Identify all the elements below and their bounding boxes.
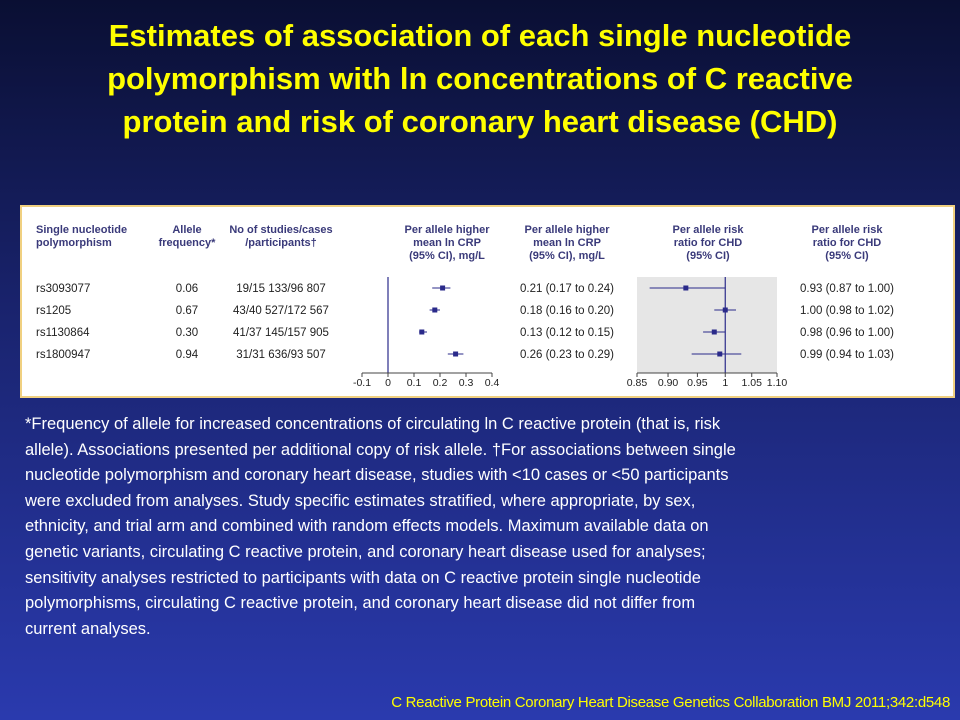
estimate-marker: [453, 351, 459, 357]
column-header-freq: frequency*: [159, 237, 217, 249]
x-tick-label: 0.4: [485, 377, 500, 389]
crp-estimate-text: 0.13 (0.12 to 0.15): [520, 327, 614, 339]
column-header-chd_plot: Per allele risk: [673, 224, 745, 236]
column-header-chd_plot: ratio for CHD: [674, 237, 743, 249]
column-header-chd_text: (95% CI): [825, 250, 869, 262]
x-tick-label: -0.1: [353, 377, 371, 389]
chd-estimate-text: 0.98 (0.96 to 1.00): [800, 327, 894, 339]
footnote-line: polymorphisms, circulating C reactive pr…: [25, 594, 696, 613]
column-header-crp_plot: Per allele higher: [405, 224, 491, 236]
forest-plot-panel: Single nucleotide polymorphism Allele frequ…: [20, 205, 955, 398]
chd-estimate-text: 0.99 (0.94 to 1.03): [800, 349, 894, 361]
x-tick-label: 0: [385, 377, 391, 389]
crp-estimate-text: 0.26 (0.23 to 0.29): [520, 349, 614, 361]
column-header-chd_plot: (95% CI): [686, 250, 730, 262]
x-tick-label: 0.2: [433, 377, 448, 389]
plot-background: [637, 277, 777, 373]
allele-frequency: 0.67: [176, 305, 198, 317]
x-tick-label: 1: [722, 377, 728, 389]
x-tick-label: 0.90: [658, 377, 679, 389]
column-header-crp_plot: (95% CI), mg/L: [409, 250, 485, 262]
allele-frequency: 0.06: [176, 283, 198, 295]
studies-cases: 41/37 145/157 905: [233, 327, 329, 339]
x-tick-label: 1.10: [767, 377, 788, 389]
crp-estimate-text: 0.18 (0.16 to 0.20): [520, 305, 614, 317]
column-header-studies: /participants†: [245, 237, 317, 249]
column-header-snp: Single nucleotide: [36, 224, 127, 236]
crp-estimate-text: 0.21 (0.17 to 0.24): [520, 283, 614, 295]
column-header-crp_text: Per allele higher: [525, 224, 611, 236]
footnote-line: *Frequency of allele for increased conce…: [25, 415, 721, 433]
estimate-marker: [432, 307, 438, 313]
title-line: Estimates of association of each single …: [108, 18, 852, 53]
column-header-crp_plot: mean ln CRP: [413, 237, 481, 249]
x-tick-label: 0.1: [407, 377, 422, 389]
estimate-marker: [683, 285, 689, 291]
x-tick-label: 0.3: [459, 377, 474, 389]
x-tick-label: 0.85: [627, 377, 648, 389]
column-header-snp: polymorphism: [36, 237, 112, 249]
estimate-marker: [440, 285, 446, 291]
footnote-line: ethnicity, and trial arm and combined wi…: [25, 517, 709, 536]
allele-frequency: 0.94: [176, 349, 199, 361]
column-header-chd_text: ratio for CHD: [813, 237, 882, 249]
snp-label: rs1800947: [36, 349, 90, 361]
slide-title: Estimates of association of each single …: [20, 14, 940, 143]
allele-frequency: 0.30: [176, 327, 198, 339]
footnote-line: nucleotide polymorphism and coronary hea…: [25, 466, 729, 485]
column-header-chd_text: Per allele risk: [812, 224, 884, 236]
x-tick-label: 1.05: [742, 377, 763, 389]
estimate-marker: [711, 329, 717, 335]
column-header-crp_text: mean ln CRP: [533, 237, 601, 249]
footnote-line: current analyses.: [25, 619, 151, 638]
snp-label: rs1205: [36, 305, 71, 317]
footnote-line: were excluded from analyses. Study speci…: [25, 491, 696, 510]
title-line: polymorphism with ln concentrations of C…: [107, 61, 853, 96]
studies-cases: 31/31 636/93 507: [236, 349, 326, 361]
footnote-line: sensitivity analyses restricted to parti…: [25, 568, 701, 587]
footnote: *Frequency of allele for increased conce…: [25, 412, 950, 642]
estimate-marker: [722, 307, 728, 313]
estimate-marker: [717, 351, 723, 357]
column-header-freq: Allele: [172, 224, 201, 236]
title-line: protein and risk of coronary heart disea…: [122, 104, 838, 139]
studies-cases: 19/15 133/96 807: [236, 283, 326, 295]
studies-cases: 43/40 527/172 567: [233, 305, 329, 317]
snp-label: rs1130864: [36, 327, 90, 339]
citation: C Reactive Protein Coronary Heart Diseas…: [391, 694, 950, 711]
chd-estimate-text: 1.00 (0.98 to 1.02): [800, 305, 894, 317]
column-header-studies: No of studies/cases: [229, 224, 332, 236]
footnote-line: allele). Associations presented per addi…: [25, 440, 736, 459]
x-tick-label: 0.95: [687, 377, 708, 389]
snp-label: rs3093077: [36, 283, 90, 295]
chd-estimate-text: 0.93 (0.87 to 1.00): [800, 283, 894, 295]
estimate-marker: [419, 329, 425, 335]
column-header-crp_text: (95% CI), mg/L: [529, 250, 605, 262]
footnote-line: genetic variants, circulating C reactive…: [25, 542, 706, 561]
